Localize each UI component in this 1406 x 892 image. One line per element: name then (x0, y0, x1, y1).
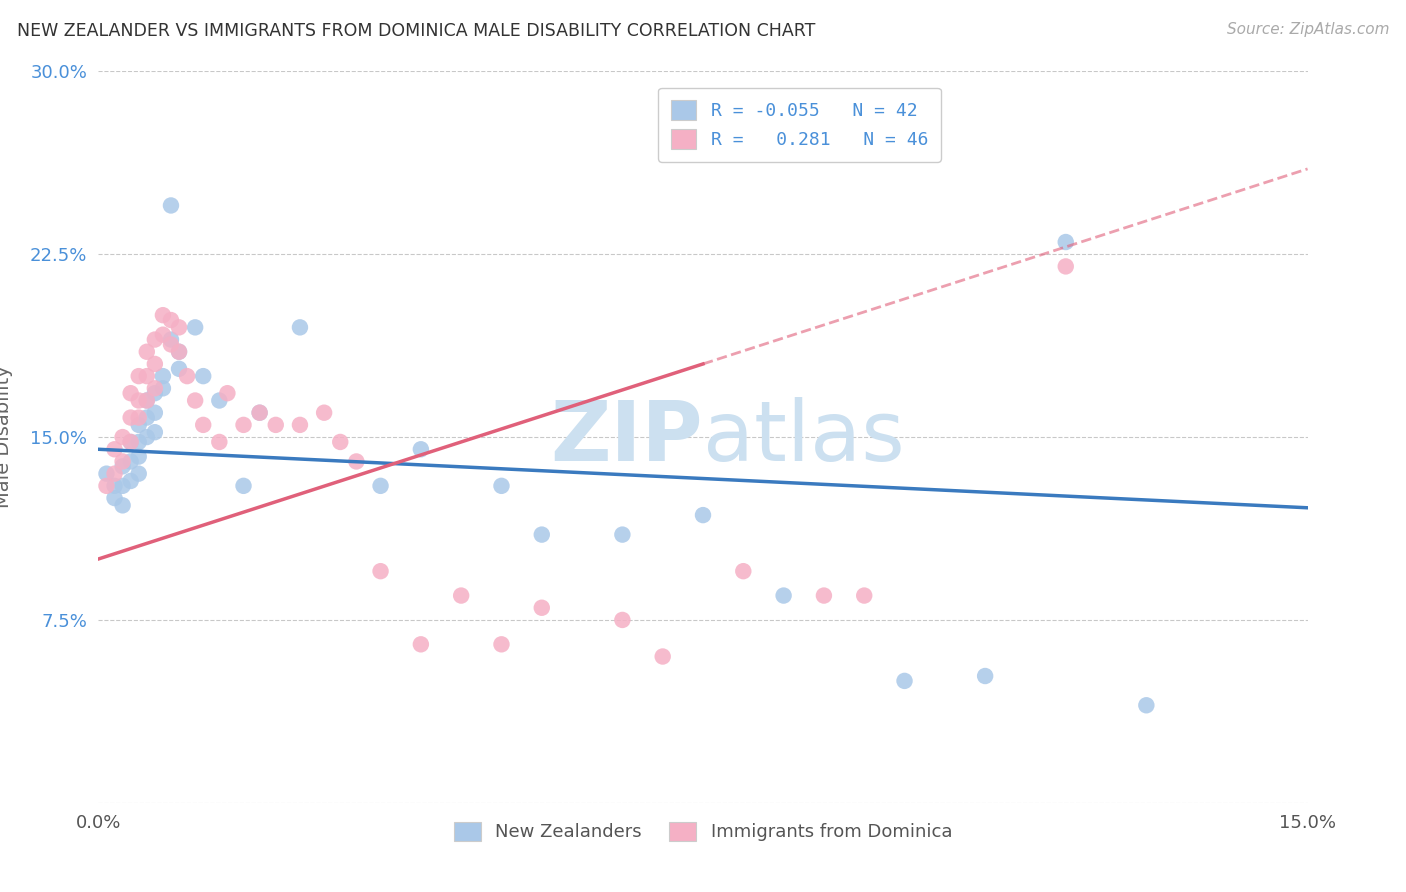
Point (135, 393, 157, 408)
Point (143, 425, 166, 440)
Point (135, 430, 157, 444)
Point (288, 320, 311, 334)
Point (167, 344, 190, 359)
Point (167, 344, 190, 359)
Point (143, 357, 166, 371)
Point (612, 527, 634, 541)
Point (692, 508, 714, 522)
Point (160, 313, 183, 327)
Point (152, 308, 174, 322)
Point (111, 499, 134, 513)
Point (143, 333, 166, 347)
Text: NEW ZEALANDER VS IMMIGRANTS FROM DOMINICA MALE DISABILITY CORRELATION CHART: NEW ZEALANDER VS IMMIGRANTS FROM DOMINIC… (17, 22, 815, 40)
Point (96, 479, 118, 493)
Point (143, 381, 166, 395)
Point (160, 333, 183, 347)
Point (193, 417, 215, 432)
Point (893, 673, 915, 688)
Point (167, 361, 190, 376)
Point (249, 406, 271, 420)
Point (120, 454, 142, 468)
Point (491, 479, 513, 493)
Point (143, 406, 166, 420)
Point (128, 467, 150, 481)
Point (120, 434, 142, 449)
Point (152, 369, 174, 384)
Point (217, 386, 239, 401)
Point (111, 430, 134, 444)
Point (103, 491, 125, 505)
Point (143, 386, 166, 401)
Point (120, 410, 142, 425)
Text: atlas: atlas (703, 397, 904, 477)
Point (974, 669, 997, 683)
Point (103, 442, 125, 457)
Point (135, 410, 157, 425)
Point (135, 344, 157, 359)
Point (135, 393, 157, 408)
Point (184, 320, 207, 334)
Text: ZIP: ZIP (551, 397, 703, 477)
Point (135, 369, 157, 384)
Point (409, 637, 432, 651)
Point (530, 600, 553, 615)
Point (491, 637, 513, 651)
Point (120, 474, 142, 488)
Point (120, 434, 142, 449)
Point (1054, 235, 1077, 249)
Point (1135, 698, 1157, 713)
Point (193, 369, 215, 384)
Point (128, 369, 150, 384)
Point (208, 434, 231, 449)
Point (160, 198, 183, 212)
Point (288, 417, 311, 432)
Point (1054, 260, 1077, 274)
Point (409, 442, 432, 457)
Point (651, 649, 673, 664)
Point (128, 450, 150, 464)
Point (111, 479, 134, 493)
Point (232, 479, 254, 493)
Point (176, 369, 198, 384)
Point (264, 417, 287, 432)
Point (314, 406, 336, 420)
Point (232, 417, 254, 432)
Point (120, 386, 142, 401)
Point (128, 434, 150, 449)
Text: Source: ZipAtlas.com: Source: ZipAtlas.com (1226, 22, 1389, 37)
Point (128, 417, 150, 432)
Point (111, 459, 134, 474)
Point (184, 393, 207, 408)
Point (612, 613, 634, 627)
Point (152, 381, 174, 395)
Point (530, 527, 553, 541)
Point (813, 589, 835, 603)
Point (167, 320, 190, 334)
Y-axis label: Male Disability: Male Disability (0, 366, 13, 508)
Point (344, 454, 367, 468)
Point (96, 467, 118, 481)
Point (450, 589, 472, 603)
Point (128, 393, 150, 408)
Point (152, 327, 174, 342)
Point (853, 589, 876, 603)
Point (103, 467, 125, 481)
Point (370, 564, 392, 578)
Point (370, 479, 392, 493)
Point (128, 410, 150, 425)
Legend: New Zealanders, Immigrants from Dominica: New Zealanders, Immigrants from Dominica (447, 814, 959, 848)
Point (208, 393, 231, 408)
Point (111, 454, 134, 468)
Point (160, 337, 183, 351)
Point (733, 564, 755, 578)
Point (103, 479, 125, 493)
Point (772, 589, 794, 603)
Point (329, 434, 352, 449)
Point (249, 406, 271, 420)
